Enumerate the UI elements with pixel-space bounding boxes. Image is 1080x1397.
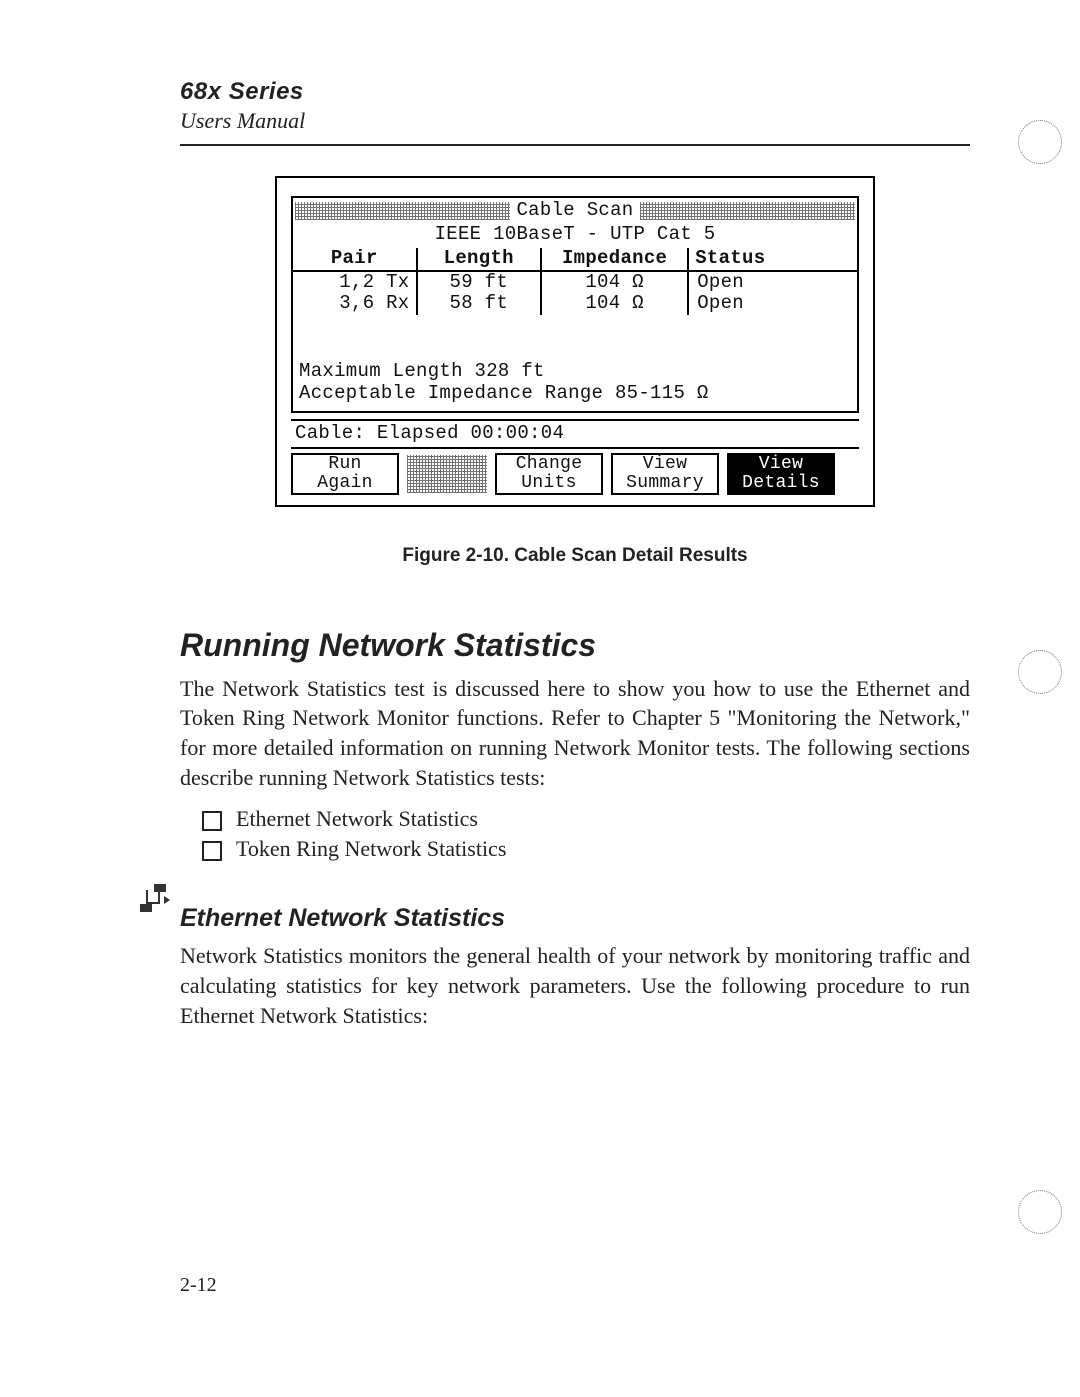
softkey-label: Again: [299, 474, 391, 493]
section-heading: Running Network Statistics: [180, 627, 970, 664]
softkey-blank: [407, 453, 487, 495]
softkey-bar: Run Again Change Units View Summary View…: [291, 453, 859, 495]
softkey-label: View: [735, 455, 827, 474]
titlebar-hatch-icon: [640, 202, 855, 220]
list-item-label: Ethernet Network Statistics: [236, 806, 478, 832]
screen-subtitle: IEEE 10BaseT - UTP Cat 5: [292, 224, 858, 248]
softkey-label: Change: [503, 455, 595, 474]
header-rule: [180, 144, 970, 146]
cell-impedance: 104 Ω: [541, 293, 688, 315]
page-number: 2-12: [180, 1274, 217, 1297]
softkey-hatch-icon: [407, 455, 487, 493]
cell-pair: 1,2 Tx: [292, 271, 417, 294]
list-item-label: Token Ring Network Statistics: [236, 836, 506, 862]
col-status: Status: [688, 248, 858, 271]
screen-title: Cable Scan: [510, 200, 639, 222]
softkey-label: Run: [299, 455, 391, 474]
softkey-change-units[interactable]: Change Units: [495, 453, 603, 495]
softkey-run-again[interactable]: Run Again: [291, 453, 399, 495]
table-row: 3,6 Rx 58 ft 104 Ω Open: [292, 293, 858, 315]
cell-length: 59 ft: [417, 271, 542, 294]
list-item: Ethernet Network Statistics: [202, 806, 970, 832]
checkbox-icon: [202, 811, 222, 831]
info-impedance-range: Acceptable Impedance Range 85-115 Ω: [292, 383, 858, 412]
softkey-view-details[interactable]: View Details: [727, 453, 835, 495]
softkey-label: View: [619, 455, 711, 474]
body-paragraph: The Network Statistics test is discussed…: [180, 674, 970, 793]
col-length: Length: [417, 248, 542, 271]
info-max-length: Maximum Length 328 ft: [292, 361, 858, 383]
table-row: 1,2 Tx 59 ft 104 Ω Open: [292, 271, 858, 294]
series-title: 68x Series: [180, 78, 970, 106]
subsection-heading: Ethernet Network Statistics: [180, 904, 970, 933]
punch-hole-icon: [1018, 1190, 1062, 1234]
list-item: Token Ring Network Statistics: [202, 836, 970, 862]
punch-hole-icon: [1018, 650, 1062, 694]
status-line: Cable: Elapsed 00:00:04: [291, 419, 859, 449]
network-icon: [140, 884, 178, 922]
checklist: Ethernet Network Statistics Token Ring N…: [202, 806, 970, 862]
device-screen: Cable Scan IEEE 10BaseT - UTP Cat 5 Pair…: [275, 176, 875, 507]
titlebar-hatch-icon: [295, 202, 510, 220]
cell-pair: 3,6 Rx: [292, 293, 417, 315]
cell-status: Open: [688, 293, 858, 315]
figure-caption: Figure 2-10. Cable Scan Detail Results: [180, 545, 970, 567]
softkey-label: Summary: [619, 474, 711, 493]
punch-hole-icon: [1018, 120, 1062, 164]
softkey-label: Details: [735, 474, 827, 493]
cell-status: Open: [688, 271, 858, 294]
softkey-label: Units: [503, 474, 595, 493]
checkbox-icon: [202, 841, 222, 861]
col-pair: Pair: [292, 248, 417, 271]
softkey-view-summary[interactable]: View Summary: [611, 453, 719, 495]
manual-subtitle: Users Manual: [180, 108, 970, 134]
body-paragraph: Network Statistics monitors the general …: [180, 941, 970, 1030]
cell-length: 58 ft: [417, 293, 542, 315]
cell-impedance: 104 Ω: [541, 271, 688, 294]
col-impedance: Impedance: [541, 248, 688, 271]
